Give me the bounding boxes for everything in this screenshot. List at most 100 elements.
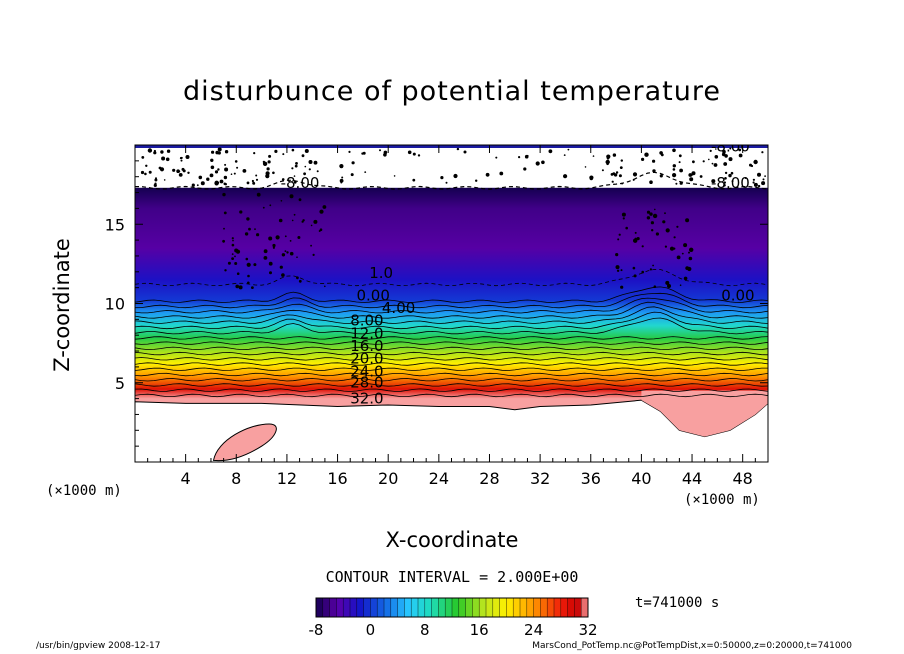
noise-dot (412, 152, 416, 156)
noise-dot (251, 179, 254, 183)
noise-dot (632, 172, 638, 177)
noise-dot (652, 159, 656, 163)
contour-line (135, 378, 768, 382)
noise-dot (723, 162, 728, 166)
noise-dot (567, 148, 570, 151)
noise-dot (206, 177, 210, 181)
colorbar-bin (377, 598, 385, 617)
noise-dot (655, 232, 660, 236)
noise-dot (364, 171, 367, 174)
noise-dot (548, 149, 553, 154)
noise-dot (499, 171, 504, 176)
noise-dot (633, 274, 637, 278)
noise-dot (453, 173, 458, 179)
noise-dot (262, 206, 265, 209)
noise-dot (179, 156, 183, 160)
noise-dot (262, 161, 268, 166)
noise-dot (293, 213, 296, 216)
noise-dot (255, 174, 258, 177)
colorbar-bin (452, 598, 460, 617)
colorbar-bin (404, 598, 412, 617)
colorbar-tick-label: 24 (524, 621, 543, 639)
noise-dot (268, 261, 273, 266)
noise-dot (235, 249, 241, 254)
colorbar-bin (363, 598, 371, 617)
noise-dot (646, 210, 651, 214)
noise-dot (141, 156, 145, 159)
noise-dot (178, 173, 183, 177)
noise-dot (690, 174, 693, 177)
noise-dot (148, 170, 152, 174)
noise-dot (641, 245, 644, 248)
noise-dot (672, 164, 676, 168)
colorbar-bin (560, 598, 568, 617)
noise-dot (606, 154, 611, 159)
noise-dot (291, 167, 294, 170)
noise-dot (620, 159, 623, 162)
noise-dot (318, 230, 321, 232)
noise-dot (692, 160, 695, 164)
noise-dot (178, 170, 181, 173)
noise-dot (672, 148, 676, 153)
colorbar-bin (350, 598, 358, 617)
noise-dot (227, 261, 231, 265)
noise-dot (526, 154, 529, 157)
noise-dot (272, 246, 275, 249)
contour-label: 32.0 (350, 389, 383, 407)
noise-dot (161, 156, 166, 161)
noise-dot (757, 184, 761, 188)
noise-dot (223, 227, 225, 230)
noise-dot (723, 184, 726, 187)
noise-dot (722, 149, 726, 154)
noise-dot (738, 148, 742, 152)
colorbar-tick-label: 8 (420, 621, 430, 639)
colorbar-bin (554, 598, 562, 617)
noise-dot (753, 182, 758, 187)
colorbar: -8 0 8 16 24 32 (309, 597, 598, 639)
colorbar-bin (533, 598, 541, 617)
noise-dot (310, 224, 313, 227)
noise-dot (362, 151, 366, 155)
colorbar-bin (370, 598, 378, 617)
noise-dot (233, 172, 236, 175)
noise-dot (679, 284, 682, 287)
noise-dot (187, 171, 190, 174)
noise-dot (632, 178, 635, 181)
overflow-high-region (641, 390, 768, 437)
noise-dot (286, 251, 289, 254)
noise-dot (324, 285, 326, 288)
noise-dot (298, 198, 302, 202)
noise-dot (563, 174, 568, 179)
noise-dot (383, 150, 388, 155)
noise-dot (224, 167, 229, 172)
noise-dot (280, 200, 283, 202)
noise-dot (445, 181, 448, 184)
x-axis-label: X-coordinate (385, 528, 519, 552)
noise-dot (291, 219, 294, 222)
noise-dot (652, 169, 656, 173)
contour-line (135, 341, 768, 345)
noise-dot (200, 181, 205, 186)
colorbar-bin (547, 598, 555, 617)
noise-dot (761, 181, 766, 186)
colorbar-bin (418, 598, 426, 617)
noise-dot (339, 178, 344, 183)
noise-dot (641, 157, 645, 161)
colorbar-bin (424, 598, 432, 617)
contour-label: -8.00 (711, 137, 750, 155)
contour-interval-label: CONTOUR INTERVAL = 2.000E+00 (325, 568, 579, 586)
noise-dot (633, 238, 638, 243)
noise-dot (210, 158, 214, 162)
colorbar-bin (526, 598, 534, 617)
noise-dot (393, 175, 396, 177)
noise-dot (144, 172, 147, 176)
noise-dot (679, 168, 683, 173)
contour-noise (140, 147, 766, 290)
contour-label: 20.0 (350, 350, 383, 368)
noise-dot (615, 265, 620, 270)
noise-dot (688, 256, 693, 261)
noise-dot (649, 268, 653, 271)
contour-label: -8.00 (281, 174, 320, 192)
noise-dot (749, 163, 752, 167)
